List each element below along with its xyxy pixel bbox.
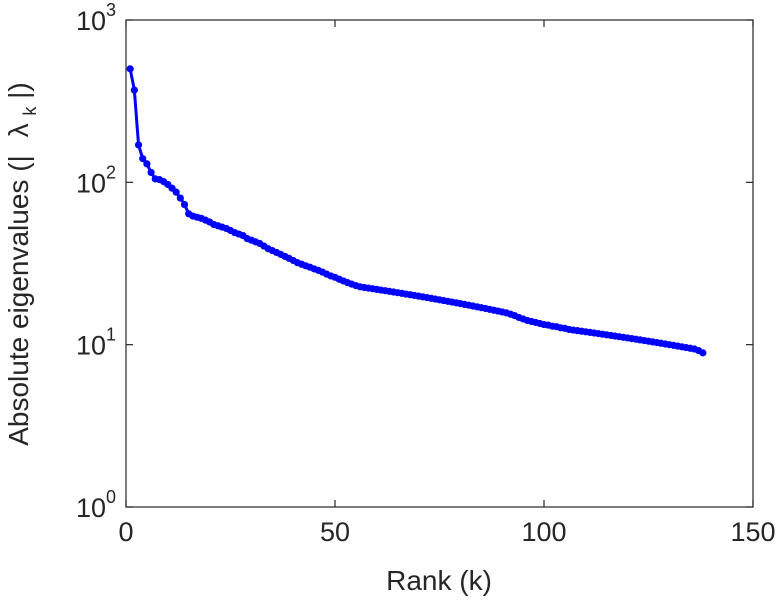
data-point: [176, 194, 184, 202]
y-tick-label: 101: [76, 325, 116, 361]
y-axis-title-prefix: Absolute eigenvalues (|: [3, 155, 34, 446]
y-axis-title-subscript: k: [20, 106, 40, 116]
y-tick-base: 10: [76, 493, 106, 523]
data-series: [126, 65, 707, 357]
x-tick-label: 50: [320, 517, 350, 547]
data-point: [699, 349, 707, 357]
data-point: [147, 168, 155, 177]
data-point: [172, 188, 180, 196]
y-axis-title: Absolute eigenvalues (| λ k |): [3, 82, 42, 446]
y-tick-label: 103: [76, 0, 116, 36]
data-point: [126, 65, 134, 73]
y-tick-base: 10: [76, 6, 106, 36]
y-tick-exponent: 0: [106, 487, 116, 507]
y-tick-base: 10: [76, 331, 106, 361]
x-tick-label: 150: [730, 517, 775, 547]
y-axis-title-suffix: |): [3, 82, 34, 99]
data-point: [143, 160, 151, 168]
data-point: [130, 86, 138, 94]
y-tick-exponent: 1: [106, 325, 116, 345]
x-tick-label: 100: [521, 517, 566, 547]
data-point: [180, 200, 189, 209]
y-tick-label: 102: [76, 162, 116, 198]
y-axis-title-symbol: λ: [3, 123, 34, 137]
x-tick-label: 0: [118, 517, 133, 547]
x-axis-title: Rank (k): [386, 565, 492, 596]
data-point: [139, 155, 147, 163]
y-tick-label: 100: [76, 487, 116, 523]
y-tick-base: 10: [76, 168, 106, 198]
plot-area: [125, 19, 754, 508]
y-tick-exponent: 3: [106, 0, 116, 20]
data-point: [134, 141, 143, 149]
y-tick-exponent: 2: [106, 162, 116, 182]
